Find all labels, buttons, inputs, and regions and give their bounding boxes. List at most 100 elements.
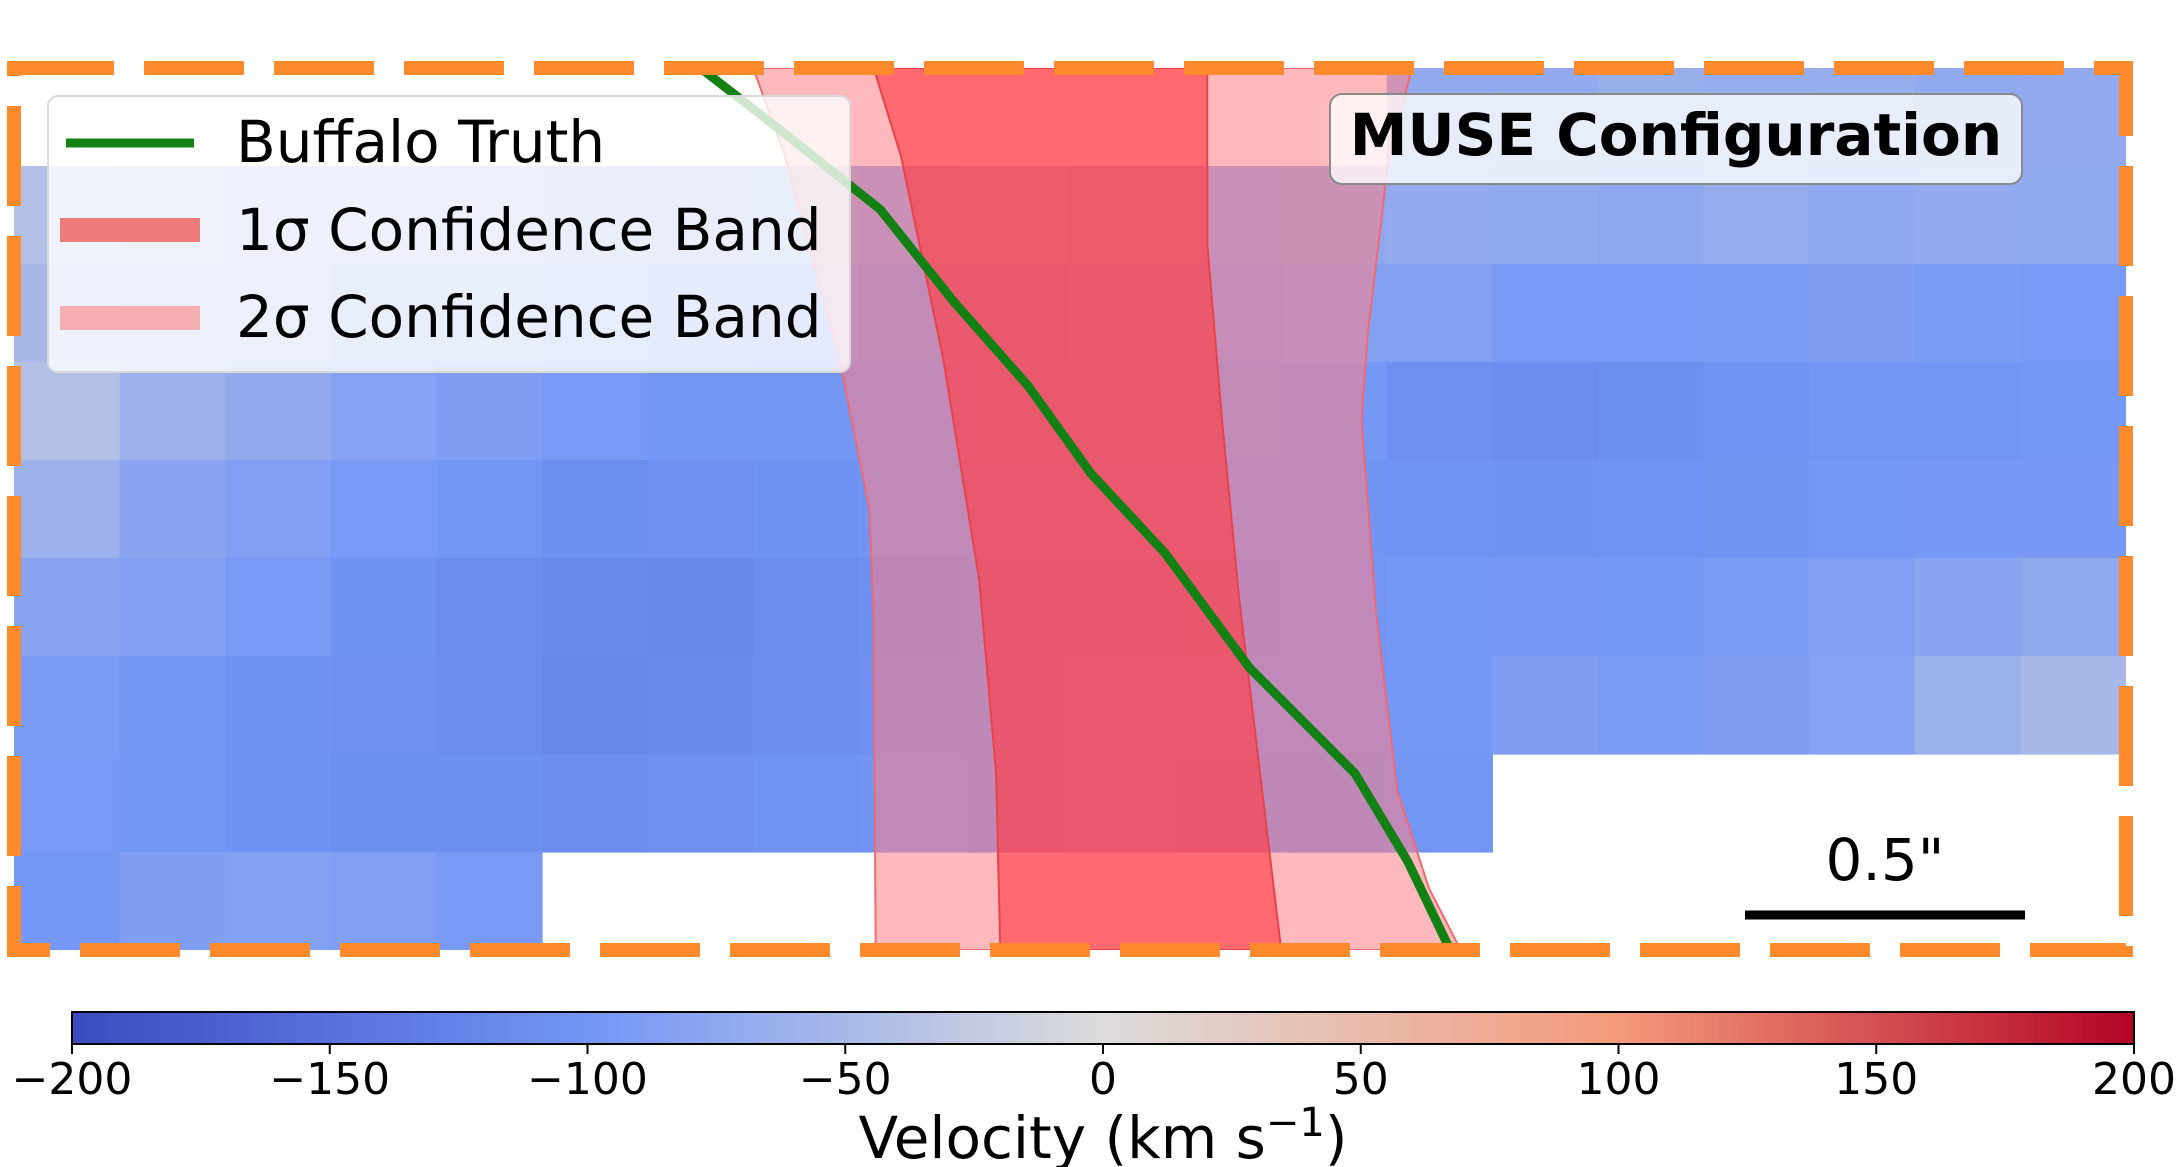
- velocity-pixel: [436, 558, 543, 657]
- velocity-pixel: [1492, 460, 1599, 559]
- velocity-pixel: [2020, 460, 2126, 559]
- velocity-pixel: [436, 460, 543, 559]
- velocity-pixel: [225, 754, 332, 853]
- velocity-pixel: [330, 558, 437, 657]
- velocity-pixel: [119, 754, 226, 853]
- velocity-pixel: [436, 852, 543, 950]
- velocity-pixel: [753, 656, 860, 755]
- band-1sigma: [872, 68, 1283, 950]
- legend-label-truth: Buffalo Truth: [236, 108, 605, 176]
- colorbar-tick-label: 50: [1333, 1054, 1389, 1105]
- colorbar-tick-label: −150: [269, 1054, 390, 1105]
- velocity-pixel: [2020, 558, 2126, 657]
- colorbar-tick-label: 100: [1577, 1054, 1661, 1105]
- velocity-pixel: [119, 460, 226, 559]
- velocity-pixel: [753, 460, 860, 559]
- velocity-pixel: [2020, 362, 2126, 461]
- velocity-pixel: [1386, 558, 1493, 657]
- velocity-pixel: [330, 656, 437, 755]
- velocity-pixel: [1386, 362, 1493, 461]
- velocity-pixel: [1492, 656, 1599, 755]
- velocity-pixel: [1598, 264, 1705, 363]
- velocity-pixel: [436, 656, 543, 755]
- annotation: MUSE Configuration: [1329, 93, 2023, 185]
- legend: Buffalo Truth 1σ Confidence Band 2σ Conf…: [47, 95, 851, 373]
- velocity-pixel: [647, 460, 754, 559]
- scale-bar-label: 0.5": [1826, 826, 1945, 894]
- velocity-pixel: [1492, 558, 1599, 657]
- velocity-pixel: [1914, 264, 2021, 363]
- colorbar-tick-label: 200: [2092, 1054, 2176, 1105]
- velocity-pixel: [119, 558, 226, 657]
- velocity-pixel: [2020, 264, 2126, 363]
- velocity-pixel: [14, 656, 121, 755]
- velocity-pixel: [1703, 558, 1810, 657]
- scale-bar: 0.5": [1745, 826, 2025, 920]
- colorbar-tick-label: −200: [12, 1054, 133, 1105]
- velocity-pixel: [2020, 656, 2126, 755]
- legend-swatch-2sigma: [60, 306, 200, 330]
- velocity-pixel: [14, 852, 121, 950]
- velocity-pixel: [1703, 460, 1810, 559]
- velocity-pixel: [1914, 460, 2021, 559]
- velocity-pixel: [330, 852, 437, 950]
- velocity-pixel: [225, 852, 332, 950]
- velocity-pixel: [436, 754, 543, 853]
- velocity-pixel: [647, 558, 754, 657]
- map-border: [7, 61, 2133, 957]
- velocity-pixel: [1809, 656, 1916, 755]
- velocity-pixel: [647, 754, 754, 853]
- colorbar-label: Velocity (km s−1): [859, 1100, 1348, 1167]
- velocity-pixel: [1809, 460, 1916, 559]
- velocity-pixel: [542, 558, 649, 657]
- map-panel: Buffalo Truth 1σ Confidence Band 2σ Conf…: [7, 61, 2133, 957]
- colorbar-tick-label: 150: [1834, 1054, 1918, 1105]
- velocity-pixel: [647, 656, 754, 755]
- velocity-pixel: [1809, 362, 1916, 461]
- velocity-pixel: [14, 558, 121, 657]
- velocity-pixel: [1809, 264, 1916, 363]
- legend-box: [47, 95, 851, 373]
- velocity-pixel: [225, 558, 332, 657]
- velocity-pixel: [1492, 362, 1599, 461]
- velocity-pixel: [1386, 460, 1493, 559]
- velocity-pixel: [1914, 558, 2021, 657]
- colorbar-tick-label: −50: [799, 1054, 892, 1105]
- velocity-pixel: [225, 656, 332, 755]
- velocity-pixel: [436, 362, 543, 461]
- velocity-pixel: [542, 754, 649, 853]
- velocity-pixel: [753, 558, 860, 657]
- velocity-pixel: [1914, 656, 2021, 755]
- velocity-pixel: [542, 362, 649, 461]
- velocity-pixel: [542, 656, 649, 755]
- velocity-pixel: [1703, 656, 1810, 755]
- velocity-pixel: [225, 460, 332, 559]
- velocity-pixel: [1386, 264, 1493, 363]
- velocity-pixel: [2020, 166, 2126, 265]
- legend-label-1sigma: 1σ Confidence Band: [236, 196, 822, 264]
- velocity-pixel: [14, 362, 121, 461]
- annotation-label: MUSE Configuration: [1350, 101, 2002, 169]
- velocity-pixel: [753, 362, 860, 461]
- velocity-pixel: [119, 852, 226, 950]
- velocity-pixel: [1598, 558, 1705, 657]
- legend-swatch-1sigma: [60, 218, 200, 242]
- colorbar-gradient: [71, 1011, 2135, 1045]
- velocity-pixel: [753, 754, 860, 853]
- confidence-bands: [752, 68, 1462, 950]
- velocity-pixel: [1598, 656, 1705, 755]
- velocity-pixel: [2020, 68, 2126, 167]
- velocity-pixel: [647, 362, 754, 461]
- velocity-pixel: [1492, 264, 1599, 363]
- velocity-pixel: [542, 460, 649, 559]
- velocity-pixel: [330, 460, 437, 559]
- velocity-pixel: [1703, 362, 1810, 461]
- velocity-pixel: [14, 460, 121, 559]
- velocity-pixel: [1386, 656, 1493, 755]
- colorbar: −200 −150 −100 −50 0 50 100 150 200 Velocity (km…: [12, 1011, 2176, 1167]
- velocity-pixel: [330, 754, 437, 853]
- velocity-pixel: [1914, 362, 2021, 461]
- legend-label-2sigma: 2σ Confidence Band: [236, 283, 822, 351]
- colorbar-ticks: −200 −150 −100 −50 0 50 100 150 200: [12, 1044, 2176, 1105]
